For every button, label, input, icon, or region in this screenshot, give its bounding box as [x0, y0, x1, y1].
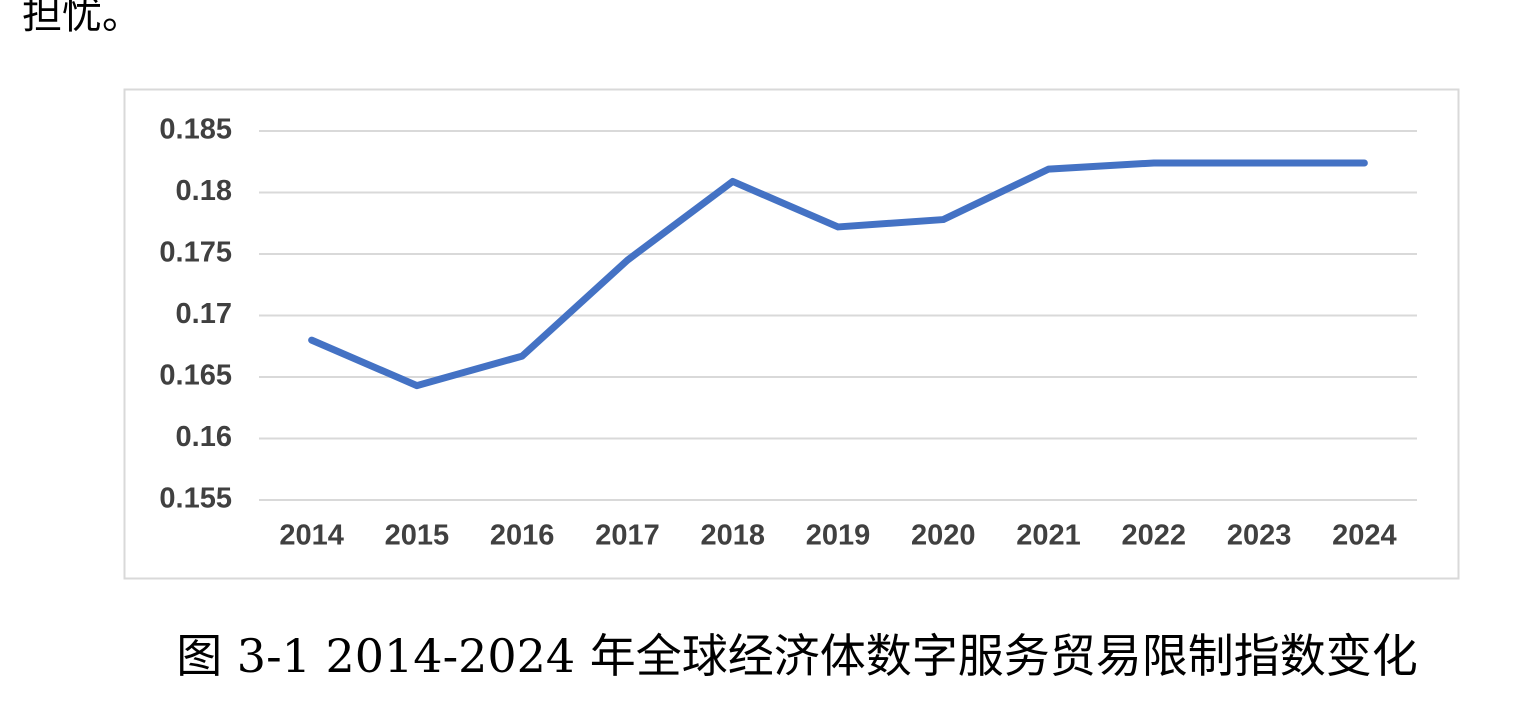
x-tick-label: 2019 — [806, 520, 871, 552]
x-tick-label: 2014 — [279, 520, 344, 552]
y-tick-label: 0.17 — [176, 298, 232, 330]
x-tick-label: 2021 — [1016, 520, 1081, 552]
x-tick-label: 2023 — [1227, 520, 1292, 552]
y-tick-label: 0.18 — [176, 175, 232, 207]
x-tick-label: 2022 — [1122, 520, 1187, 552]
x-tick-label: 2015 — [385, 520, 450, 552]
figure-caption: 图 3-1 2014-2024 年全球经济体数字服务贸易限制指数变化 — [176, 629, 1418, 683]
body-text: 担忧。 — [22, 0, 142, 38]
y-tick-label: 0.16 — [176, 421, 232, 453]
x-tick-label: 2016 — [490, 520, 555, 552]
x-tick-label: 2017 — [595, 520, 660, 552]
x-tick-label: 2018 — [700, 520, 765, 552]
line-series — [308, 159, 1368, 390]
chart-frame — [123, 88, 1460, 580]
y-tick-label: 0.175 — [159, 237, 232, 269]
y-tick-label: 0.185 — [159, 114, 232, 146]
y-tick-label: 0.165 — [159, 360, 232, 392]
y-tick-label: 0.155 — [159, 483, 232, 515]
x-tick-label: 2024 — [1332, 520, 1397, 552]
x-tick-label: 2020 — [911, 520, 976, 552]
